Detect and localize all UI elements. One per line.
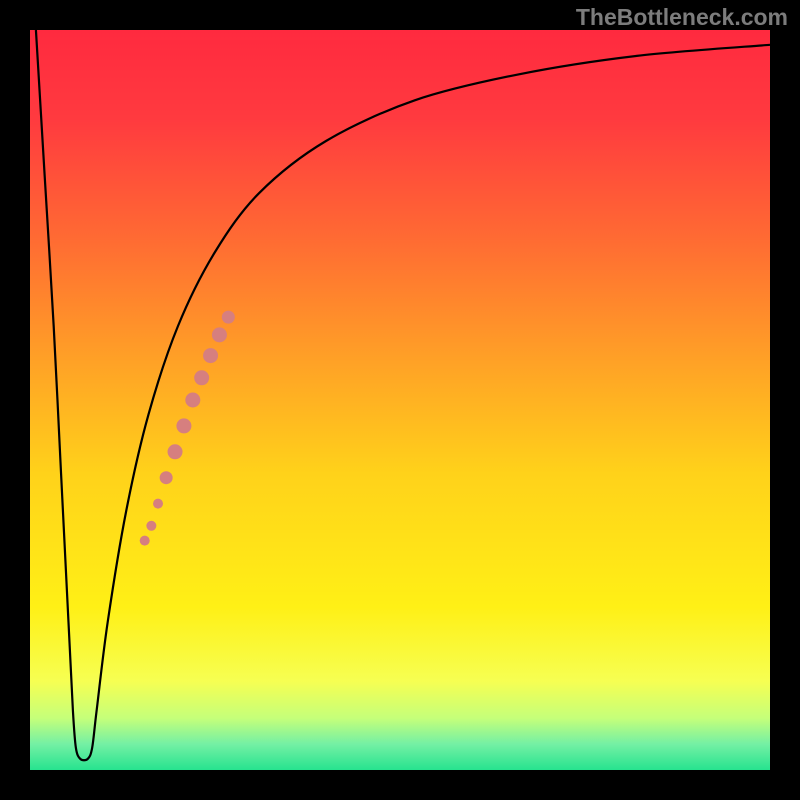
chart-container: TheBottleneck.com	[0, 0, 800, 800]
range-marker-dot	[160, 471, 173, 484]
watermark-text: TheBottleneck.com	[576, 4, 788, 31]
range-marker-dot	[153, 499, 163, 509]
range-marker-dot	[168, 444, 183, 459]
range-marker-dot	[146, 521, 156, 531]
range-marker-dot	[222, 311, 235, 324]
range-marker-dot	[194, 370, 209, 385]
range-marker-dot	[140, 536, 150, 546]
bottleneck-curve-chart	[0, 0, 800, 800]
range-marker-dot	[176, 418, 191, 433]
range-marker-dot	[203, 348, 218, 363]
range-marker-dot	[212, 327, 227, 342]
gradient-background	[30, 30, 770, 770]
range-marker-dot	[185, 393, 200, 408]
